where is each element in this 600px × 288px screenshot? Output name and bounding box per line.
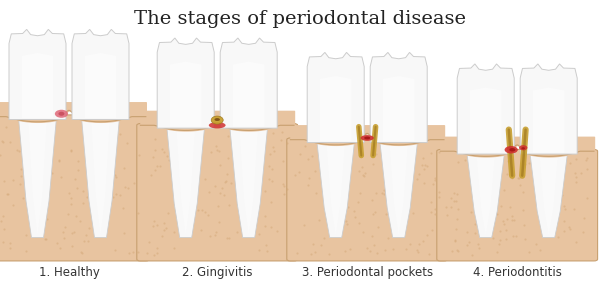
FancyBboxPatch shape [0,115,149,261]
Polygon shape [476,150,496,235]
Ellipse shape [211,116,223,124]
Polygon shape [457,64,514,154]
Ellipse shape [215,118,220,121]
Polygon shape [85,53,116,118]
Ellipse shape [209,122,226,128]
FancyBboxPatch shape [287,138,448,261]
Polygon shape [91,115,110,235]
Polygon shape [383,76,415,141]
Polygon shape [220,38,277,128]
Ellipse shape [55,110,68,118]
Polygon shape [317,138,355,238]
Polygon shape [166,124,205,238]
Text: 4. Periodontitis: 4. Periodontitis [473,266,562,279]
Polygon shape [320,76,352,141]
Polygon shape [19,115,57,238]
Polygon shape [326,138,346,235]
Polygon shape [176,124,196,235]
Polygon shape [22,53,53,118]
FancyBboxPatch shape [437,149,598,261]
Polygon shape [370,52,427,143]
Polygon shape [533,88,565,153]
Ellipse shape [521,147,525,149]
Polygon shape [539,150,558,235]
Polygon shape [389,138,409,235]
Polygon shape [530,150,568,238]
Ellipse shape [58,112,64,116]
Polygon shape [379,138,418,238]
Polygon shape [470,88,502,153]
Polygon shape [307,52,364,143]
Polygon shape [229,124,268,238]
Ellipse shape [361,135,374,141]
Polygon shape [82,115,120,238]
Ellipse shape [505,146,518,154]
Polygon shape [28,115,47,235]
Text: The stages of periodontal disease: The stages of periodontal disease [134,10,466,28]
FancyBboxPatch shape [137,124,298,261]
Polygon shape [239,124,259,235]
Polygon shape [233,62,265,127]
Polygon shape [9,29,66,120]
Text: 3. Periodontal pockets: 3. Periodontal pockets [302,266,433,279]
Ellipse shape [509,148,515,151]
Text: 1. Healthy: 1. Healthy [38,266,100,279]
Ellipse shape [519,145,527,150]
Polygon shape [170,62,202,127]
Text: 2. Gingivitis: 2. Gingivitis [182,266,253,279]
Ellipse shape [364,137,370,139]
Polygon shape [72,29,129,120]
Polygon shape [520,64,577,154]
Polygon shape [467,150,505,238]
Polygon shape [157,38,214,128]
